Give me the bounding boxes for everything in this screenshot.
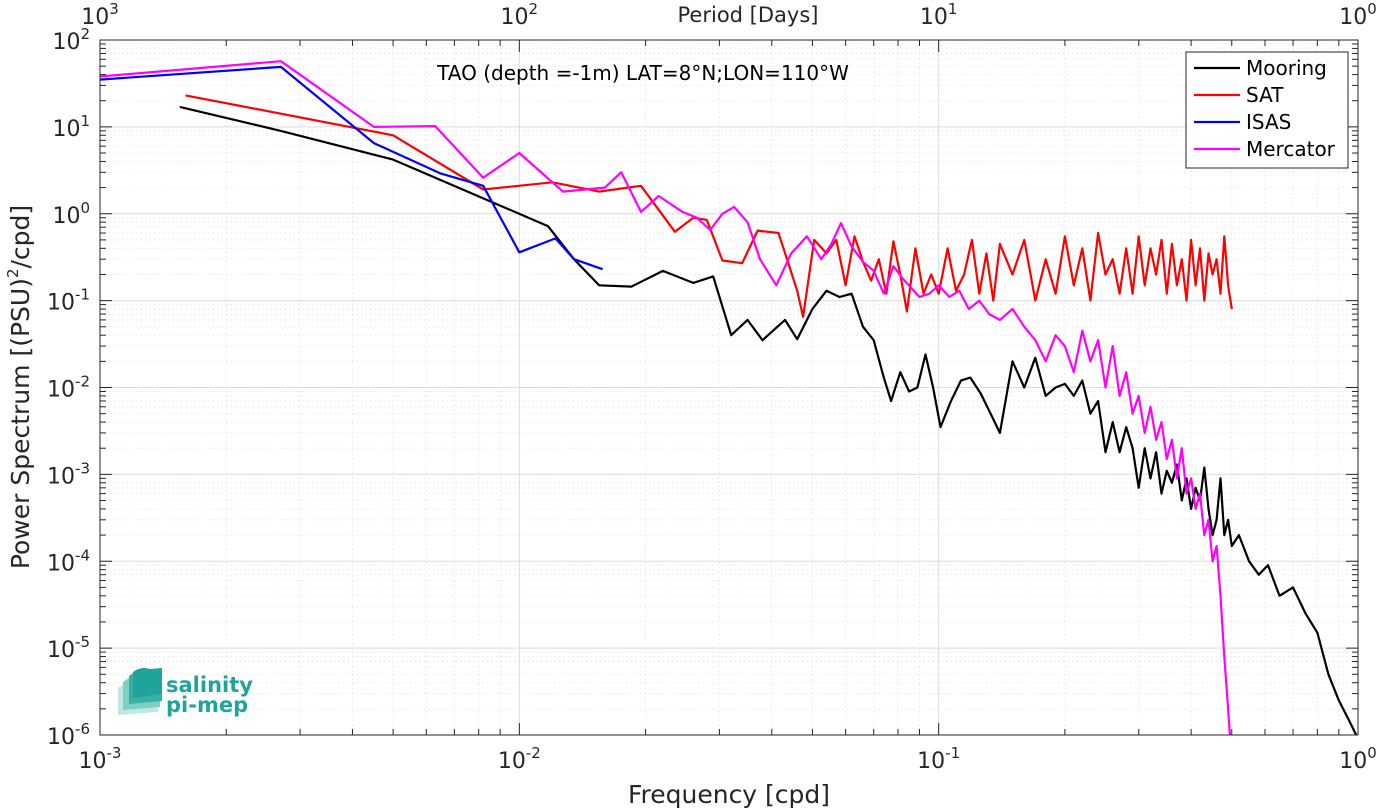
x2-tick-labels: 103 102 101 100 (81, 0, 1377, 30)
series-line-sat (185, 94, 1233, 318)
legend-label-isas: ISAS (1246, 110, 1291, 134)
x2-tick-label: 103 (81, 0, 119, 30)
x-tick-labels: 10-3 10-2 10-1 100 (79, 744, 1377, 774)
ticks-layer (99, 40, 1358, 736)
logo-text-pi-mep: pi-mep (166, 693, 248, 717)
legend-label-sat: SAT (1246, 83, 1284, 107)
y-axis-label-base: Power Spectrum [(PSU) (6, 278, 35, 569)
y-tick-label: 10-3 (47, 459, 90, 489)
series-line-isas (100, 65, 603, 271)
legend-label-mooring: Mooring (1246, 56, 1327, 80)
y-tick-label: 10-4 (47, 546, 90, 576)
y-tick-label: 101 (52, 112, 90, 142)
y-axis-label: Power Spectrum [(PSU)2/cpd] (4, 205, 35, 569)
legend: Mooring SAT ISAS Mercator (1185, 51, 1349, 169)
y-tick-label: 10-2 (47, 373, 90, 403)
x2-axis-label: Period [Days] (678, 3, 819, 27)
x-tick-label: 10-3 (79, 744, 122, 774)
legend-entries: Mooring SAT ISAS Mercator (1194, 56, 1336, 161)
y-tick-label: 10-6 (47, 720, 90, 750)
y-tick-label: 102 (52, 25, 90, 55)
logo-wave-icon (118, 668, 162, 715)
series-layer (100, 60, 1358, 735)
x-tick-label: 10-2 (498, 744, 541, 774)
x-tick-label: 10-1 (917, 744, 960, 774)
salinity-pi-mep-logo: salinity pi-mep (118, 668, 253, 717)
y-tick-label: 10-1 (47, 286, 90, 316)
y-tick-labels: 102 101 100 10-1 10-2 10-3 10-4 10-5 10-6 (47, 25, 90, 750)
y-axis-label-sup: 2 (4, 268, 22, 278)
series-line-mercator (100, 60, 1231, 735)
logo-text-salinity: salinity (166, 673, 253, 697)
series-line-mooring (179, 105, 1358, 735)
x2-tick-label: 102 (501, 0, 539, 30)
x2-tick-label: 100 (1339, 0, 1377, 30)
y-tick-label: 10-5 (47, 633, 90, 663)
x-axis-label: Frequency [cpd] (628, 780, 830, 809)
x2-tick-label: 101 (920, 0, 958, 30)
legend-label-mercator: Mercator (1246, 137, 1336, 161)
chart-title: TAO (depth =-1m) LAT=8°N;LON=110°W (436, 61, 849, 85)
y-axis-label-tail: /cpd] (6, 205, 35, 269)
y-tick-label: 100 (52, 199, 90, 229)
x-tick-label: 100 (1339, 744, 1377, 774)
